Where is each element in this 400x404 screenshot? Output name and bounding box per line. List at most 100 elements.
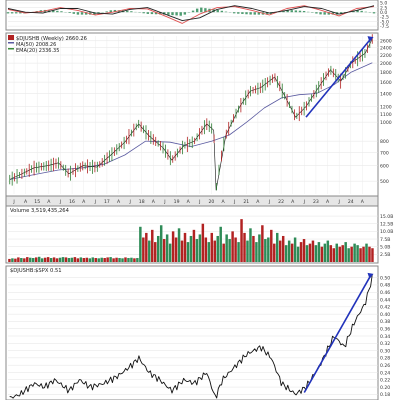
volume-bar xyxy=(243,233,245,262)
volume-bar xyxy=(35,257,37,262)
volume-bar xyxy=(270,230,272,262)
x-tick-label: 19 xyxy=(174,199,180,205)
volume-bar xyxy=(86,258,88,262)
price-tick-label: 500 xyxy=(380,179,389,185)
volume-bar xyxy=(181,241,183,262)
volume-bar xyxy=(344,242,346,262)
volume-tick-label: 15.0B xyxy=(380,214,393,220)
volume-bar xyxy=(273,244,275,262)
ratio-legend: $DJUSHB:$SPX 0.51 xyxy=(10,268,62,274)
volume-bar xyxy=(237,242,239,262)
volume-bar xyxy=(8,259,10,262)
volume-bar xyxy=(246,241,248,262)
volume-bar xyxy=(80,257,82,262)
volume-bar xyxy=(368,247,370,262)
x-tick-label: J xyxy=(268,199,270,205)
osc-histogram-bar xyxy=(15,12,17,13)
volume-bar xyxy=(312,241,314,262)
volume-bar xyxy=(255,242,257,262)
volume-bar xyxy=(121,258,123,262)
price-tick-label: 1400 xyxy=(380,91,392,97)
volume-bar xyxy=(163,239,165,262)
volume-bar xyxy=(211,233,213,262)
volume-bar xyxy=(118,258,120,262)
ratio-tick-label: 0.42 xyxy=(380,305,390,311)
price-legend-ema: EMA(20) 2336.35 xyxy=(16,48,59,54)
ratio-tick-label: 0.30 xyxy=(380,348,390,354)
osc-histogram-bar xyxy=(365,12,367,13)
osc-histogram-bar xyxy=(60,11,62,12)
x-tick-label: J xyxy=(337,199,339,205)
x-tick-label: 24 xyxy=(348,199,354,205)
volume-bar xyxy=(29,258,31,262)
osc-histogram-bar xyxy=(167,12,169,15)
price-tick-label: 2400 xyxy=(380,45,392,51)
volume-bar xyxy=(208,242,210,262)
volume-bar xyxy=(252,236,254,262)
volume-bar xyxy=(187,242,189,262)
volume-bar xyxy=(362,247,364,262)
volume-bar xyxy=(190,236,192,262)
volume-bar xyxy=(231,231,233,262)
volume-bar xyxy=(240,219,242,262)
osc-histogram-bar xyxy=(130,11,132,12)
volume-bar xyxy=(341,245,343,262)
osc-histogram-bar xyxy=(56,11,58,12)
osc-histogram-bar xyxy=(184,12,186,14)
volume-bar xyxy=(26,257,28,262)
volume-bar xyxy=(282,236,284,262)
volume-bar xyxy=(50,258,52,262)
volume-bar xyxy=(17,257,19,262)
price-tick-label: 2600 xyxy=(380,39,392,45)
osc-histogram-bar xyxy=(171,12,173,15)
volume-bar xyxy=(115,258,117,262)
volume-bar xyxy=(151,230,153,262)
volume-bar xyxy=(297,247,299,262)
volume-bar xyxy=(193,230,195,262)
volume-bar xyxy=(92,257,94,262)
osc-histogram-bar xyxy=(237,12,239,13)
volume-bar xyxy=(74,257,76,262)
osc-histogram-bar xyxy=(175,12,177,15)
volume-bar xyxy=(109,257,111,262)
volume-bar xyxy=(142,238,144,263)
x-tick-label: 18 xyxy=(139,199,145,205)
osc-histogram-bar xyxy=(7,12,9,13)
osc-histogram-bar xyxy=(373,12,375,13)
x-tick-label: J xyxy=(163,199,165,205)
ratio-tick-label: 0.50 xyxy=(380,275,390,281)
osc-histogram-bar xyxy=(151,12,153,14)
volume-bar xyxy=(166,234,168,262)
osc-histogram-bar xyxy=(221,11,223,12)
osc-histogram-bar xyxy=(81,12,83,14)
volume-bar xyxy=(83,258,85,262)
osc-histogram-bar xyxy=(319,12,321,14)
volume-bar xyxy=(112,258,114,262)
volume-bar xyxy=(347,248,349,262)
volume-bar xyxy=(309,244,311,262)
volume-bar xyxy=(133,258,135,262)
x-tick-label: 15 xyxy=(34,199,40,205)
volume-tick-label: 2.5B xyxy=(380,252,390,258)
volume-bar xyxy=(145,233,147,262)
x-tick-label: 21 xyxy=(243,199,249,205)
osc-histogram-bar xyxy=(295,10,297,12)
volume-bar xyxy=(139,227,141,262)
x-tick-label: J xyxy=(59,199,61,205)
volume-bar xyxy=(234,238,236,263)
volume-tick-label: 5.0B xyxy=(380,244,390,250)
volume-bar xyxy=(100,258,102,262)
volume-bar xyxy=(291,244,293,262)
x-tick-label: 20 xyxy=(208,199,214,205)
volume-bar xyxy=(205,238,207,263)
ratio-tick-label: 0.22 xyxy=(380,378,390,384)
volume-bar xyxy=(285,245,287,262)
price-tick-label: 700 xyxy=(380,150,389,156)
volume-bar xyxy=(65,257,67,262)
volume-bar xyxy=(228,239,230,262)
volume-bar xyxy=(333,248,335,262)
ratio-tick-label: 0.26 xyxy=(380,363,390,369)
ratio-tick-label: 0.24 xyxy=(380,370,390,376)
